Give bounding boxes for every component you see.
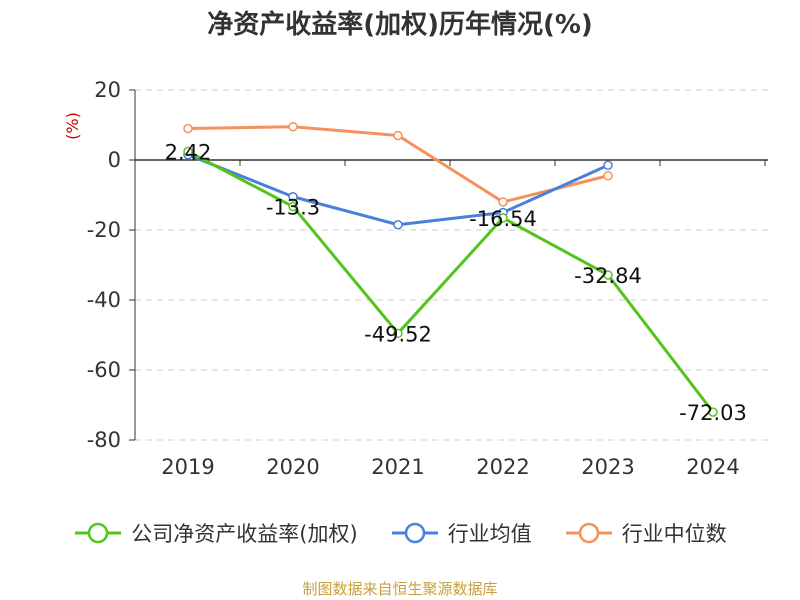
legend-label: 行业中位数 <box>621 522 727 546</box>
legend-item[interactable]: 行业中位数 <box>564 518 727 548</box>
legend-swatch-icon <box>391 522 438 544</box>
data-label: -72.03 <box>679 401 747 425</box>
data-point <box>708 407 718 417</box>
y-tick-label: 20 <box>94 78 121 102</box>
data-point <box>603 160 613 170</box>
x-tick-label: 2024 <box>686 455 739 479</box>
data-point <box>498 197 508 207</box>
data-point <box>603 171 613 181</box>
x-tick-label: 2023 <box>581 455 634 479</box>
legend: 公司净资产收益率(加权) 行业均值 行业中位数 <box>0 518 800 548</box>
data-point <box>288 201 298 212</box>
data-label: -32.84 <box>574 264 642 288</box>
y-tick-label: 0 <box>108 148 121 172</box>
legend-swatch-marker <box>88 522 109 544</box>
chart-title: 净资产收益率(加权)历年情况(%) <box>207 10 593 40</box>
legend-swatch-marker <box>578 522 599 544</box>
data-point <box>393 130 403 141</box>
y-axis-label: (%) <box>63 112 82 140</box>
x-tick-label: 2022 <box>476 455 529 479</box>
data-point <box>393 328 403 339</box>
legend-label: 行业均值 <box>447 522 532 546</box>
series-layer <box>183 122 718 417</box>
x-tick-label: 2020 <box>266 455 319 479</box>
data-label: -16.54 <box>469 207 537 231</box>
legend-item[interactable]: 公司净资产收益率(加权) <box>73 518 358 548</box>
x-tick-label: 2021 <box>371 455 424 479</box>
legend-swatch-icon <box>75 522 122 544</box>
legend-item[interactable]: 行业均值 <box>390 518 532 548</box>
data-point <box>288 192 298 202</box>
series-line <box>187 150 715 414</box>
y-tick-label: -60 <box>87 358 121 382</box>
legend-swatch-marker <box>404 522 425 544</box>
legend-swatch-icon <box>565 522 612 544</box>
series-line <box>187 153 609 227</box>
legend-label: 公司净资产收益率(加权) <box>131 522 358 546</box>
y-tick-label: -40 <box>87 288 121 312</box>
axis-layer: 20 0 -20 -40 -60 -80 (%) 2019 2020 2021 2022 2023 20… <box>63 78 768 479</box>
data-point <box>183 123 193 134</box>
data-point <box>183 146 193 157</box>
x-tick-label: 2019 <box>161 455 214 479</box>
data-label: -13.3 <box>266 196 320 220</box>
data-label: -49.52 <box>364 322 432 346</box>
data-point <box>603 270 613 280</box>
data-point <box>393 220 403 230</box>
y-tick-label: -20 <box>87 218 121 242</box>
source-note: 制图数据来自恒生聚源数据库 <box>302 580 498 598</box>
data-point <box>498 213 508 223</box>
label-layer: 2.42 -13.3 -49.52 -16.54 -32.84 -72.03 <box>165 141 747 426</box>
grid-layer <box>135 89 768 441</box>
data-label: 2.42 <box>165 141 212 165</box>
data-point <box>288 122 298 132</box>
y-tick-label: -80 <box>87 428 121 452</box>
